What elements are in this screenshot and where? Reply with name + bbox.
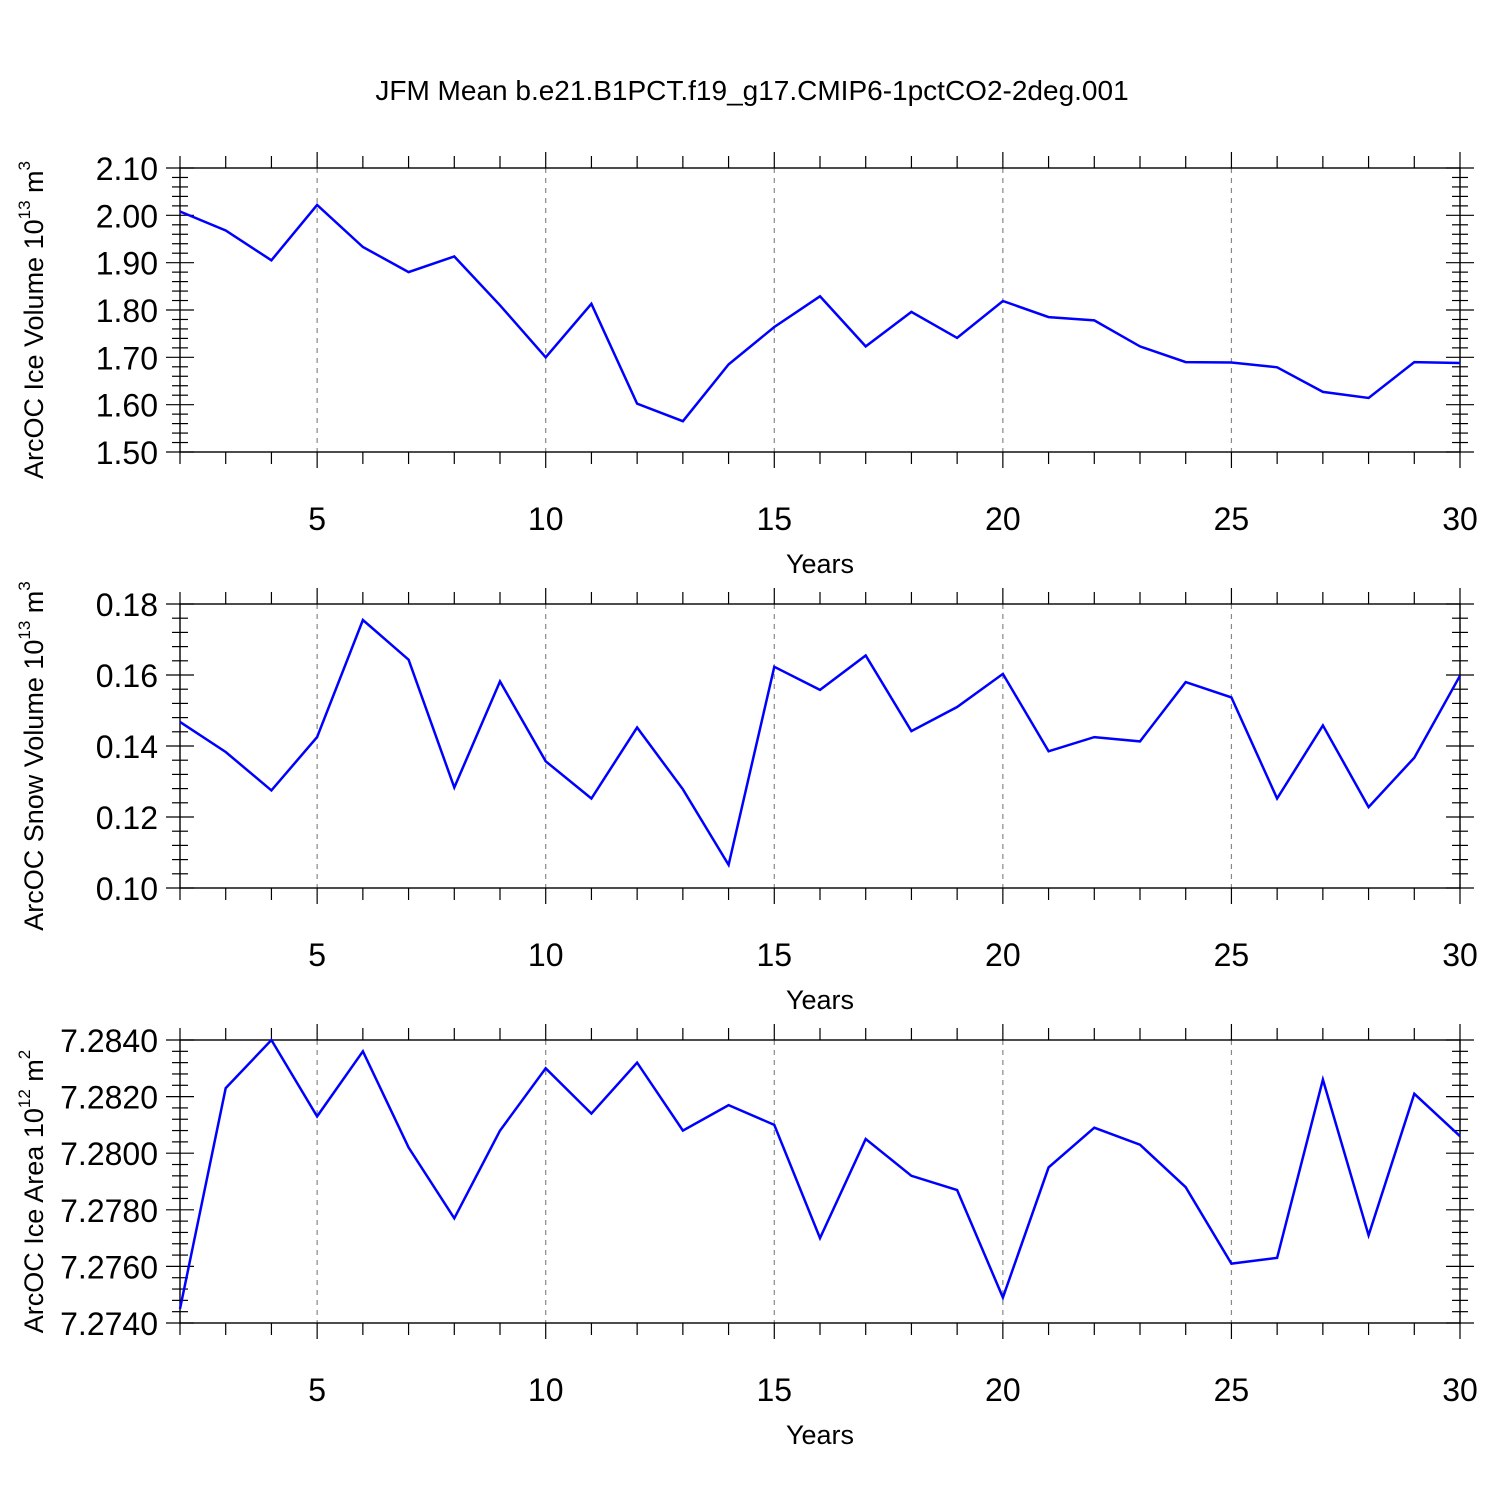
y-tick-label: 1.60 [96, 388, 158, 424]
plots: 1.50 1.60 1.70 1.80 1.90 2.00 2.10 5 10 15 20 25 30 Y… [15, 151, 1478, 1450]
y-axis-title: ArcOC Ice Volume 1013 m3 [15, 161, 49, 479]
x-tick-label: 5 [308, 1372, 326, 1408]
x-tick-label: 5 [308, 501, 326, 537]
series-line [179, 617, 1462, 869]
x-tick-label: 20 [985, 937, 1021, 973]
x-tick-label: 20 [985, 1372, 1021, 1408]
y-tick-label: 1.50 [96, 435, 158, 471]
x-tick-label: 10 [528, 937, 564, 973]
y-tick-label: 7.2820 [60, 1080, 158, 1116]
y-tick-label: 7.2800 [60, 1136, 158, 1172]
y-tick-label: 0.18 [96, 587, 158, 623]
x-tick-label: 15 [756, 1372, 792, 1408]
y-tick-label: 0.16 [96, 658, 158, 694]
y-tick-label: 0.12 [96, 800, 158, 836]
x-axis-title: Years [786, 549, 854, 579]
y-tick-label: 7.2760 [60, 1249, 158, 1285]
y-tick-label: 1.80 [96, 293, 158, 329]
y-tick-label: 1.70 [96, 340, 158, 376]
y-tick-label: 7.2780 [60, 1193, 158, 1229]
series-line [179, 203, 1461, 423]
y-tick-label: 0.14 [96, 729, 158, 765]
panel-2: 0.10 0.12 0.14 0.16 0.18 5 10 15 20 25 30 Years ArcO… [15, 581, 1478, 1015]
x-tick-label: 30 [1442, 937, 1478, 973]
x-tick-label: 10 [528, 1372, 564, 1408]
series-line [178, 1037, 1461, 1310]
x-tick-label: 10 [528, 501, 564, 537]
x-axis-title: Years [786, 1420, 854, 1450]
x-axis-title: Years [786, 985, 854, 1015]
y-tick-label: 7.2740 [60, 1306, 158, 1342]
x-tick-label: 25 [1214, 937, 1250, 973]
plot-frame [179, 167, 1461, 453]
x-tick-label: 5 [308, 937, 326, 973]
plot-frame [179, 603, 1461, 889]
y-tick-label: 0.10 [96, 871, 158, 907]
x-tick-label: 30 [1442, 501, 1478, 537]
x-tick-label: 15 [756, 501, 792, 537]
panel-3: 7.2740 7.2760 7.2780 7.2800 7.2820 7.2840 5 10 1… [15, 1023, 1478, 1450]
y-axis-title: ArcOC Snow Volume 1013 m3 [15, 581, 49, 931]
y-tick-label: 2.10 [96, 151, 158, 187]
x-tick-label: 25 [1214, 501, 1250, 537]
figure-title: JFM Mean b.e21.B1PCT.f19_g17.CMIP6-1pctC… [375, 75, 1128, 106]
x-tick-label: 25 [1214, 1372, 1250, 1408]
x-tick-label: 15 [756, 937, 792, 973]
x-tick-label: 30 [1442, 1372, 1478, 1408]
y-tick-label: 1.90 [96, 246, 158, 282]
y-axis-title: ArcOC Ice Area 1012 m2 [15, 1050, 49, 1334]
plot-frame [179, 1039, 1461, 1324]
x-tick-label: 20 [985, 501, 1021, 537]
panel-1: 1.50 1.60 1.70 1.80 1.90 2.00 2.10 5 10 15 20 25 30 Y… [15, 151, 1478, 579]
y-tick-label: 7.2840 [60, 1023, 158, 1059]
y-tick-label: 2.00 [96, 198, 158, 234]
